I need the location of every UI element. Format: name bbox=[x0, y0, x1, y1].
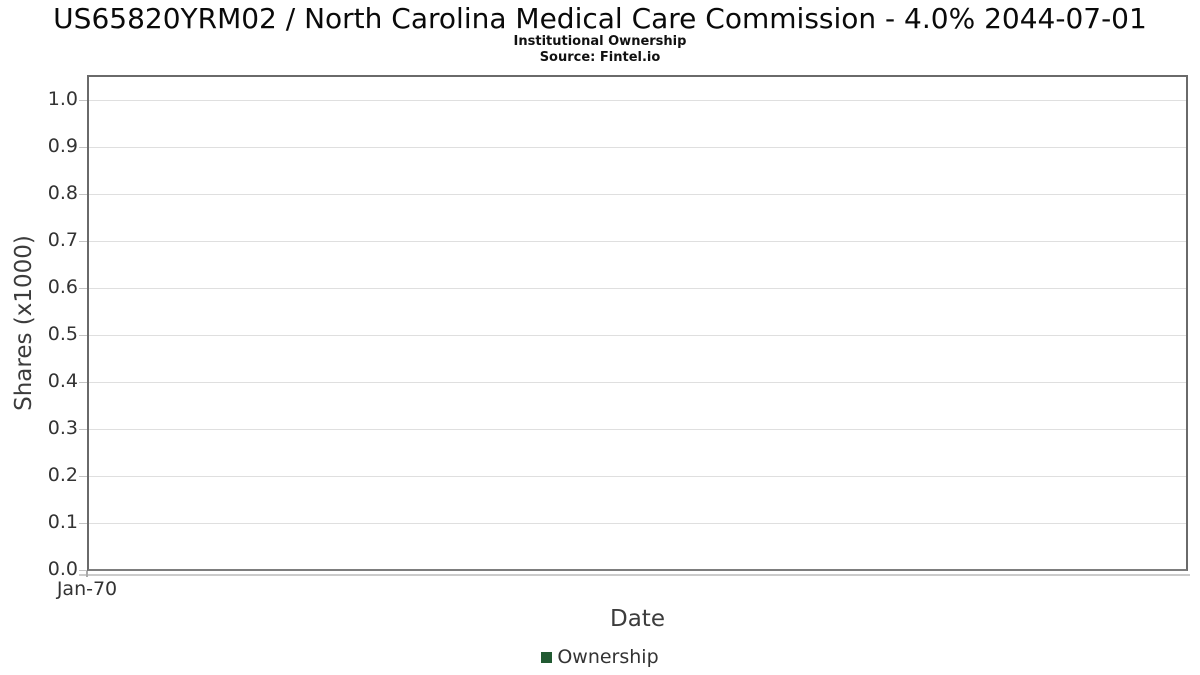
y-tick-label: 0.2 bbox=[47, 464, 78, 486]
y-tick-label: 0.6 bbox=[47, 276, 78, 298]
legend-label: Ownership bbox=[557, 646, 659, 668]
y-tick-label: 0.4 bbox=[47, 370, 78, 392]
y-tick-mark bbox=[79, 335, 87, 336]
y-tick-mark bbox=[79, 429, 87, 430]
y-tick-mark bbox=[79, 194, 87, 195]
gridline bbox=[89, 147, 1186, 148]
gridline bbox=[89, 241, 1186, 242]
chart-subtitle: Institutional Ownership bbox=[513, 34, 687, 49]
gridline bbox=[89, 476, 1186, 477]
plot-area bbox=[87, 75, 1188, 571]
x-axis-title: Date bbox=[610, 606, 665, 632]
legend-item-ownership[interactable]: Ownership bbox=[0, 646, 1200, 668]
y-tick-mark bbox=[79, 382, 87, 383]
gridline bbox=[89, 100, 1186, 101]
y-tick-label: 0.9 bbox=[47, 135, 78, 157]
legend-swatch-icon bbox=[541, 651, 553, 663]
chart-title: US65820YRM02 / North Carolina Medical Ca… bbox=[53, 2, 1147, 35]
x-tick-label: Jan-70 bbox=[56, 578, 118, 600]
y-tick-label: 0.0 bbox=[47, 558, 78, 580]
gridline bbox=[89, 288, 1186, 289]
y-tick-label: 0.5 bbox=[47, 323, 78, 345]
gridline bbox=[89, 194, 1186, 195]
chart-source: Source: Fintel.io bbox=[539, 50, 661, 65]
y-tick-mark bbox=[79, 288, 87, 289]
y-tick-mark bbox=[79, 476, 87, 477]
gridline bbox=[89, 335, 1186, 336]
y-tick-mark bbox=[79, 570, 87, 571]
y-tick-label: 0.8 bbox=[47, 182, 78, 204]
y-tick-mark bbox=[79, 523, 87, 524]
gridline bbox=[89, 429, 1186, 430]
y-tick-mark bbox=[79, 241, 87, 242]
y-tick-mark bbox=[79, 147, 87, 148]
y-tick-label: 0.3 bbox=[47, 417, 78, 439]
gridline bbox=[89, 382, 1186, 383]
y-tick-label: 1.0 bbox=[47, 88, 78, 110]
x-axis-line bbox=[79, 574, 1190, 576]
y-tick-label: 0.1 bbox=[47, 511, 78, 533]
y-tick-mark bbox=[79, 100, 87, 101]
x-tick-mark bbox=[86, 571, 88, 577]
gridline bbox=[89, 523, 1186, 524]
y-tick-label: 0.7 bbox=[47, 229, 78, 251]
